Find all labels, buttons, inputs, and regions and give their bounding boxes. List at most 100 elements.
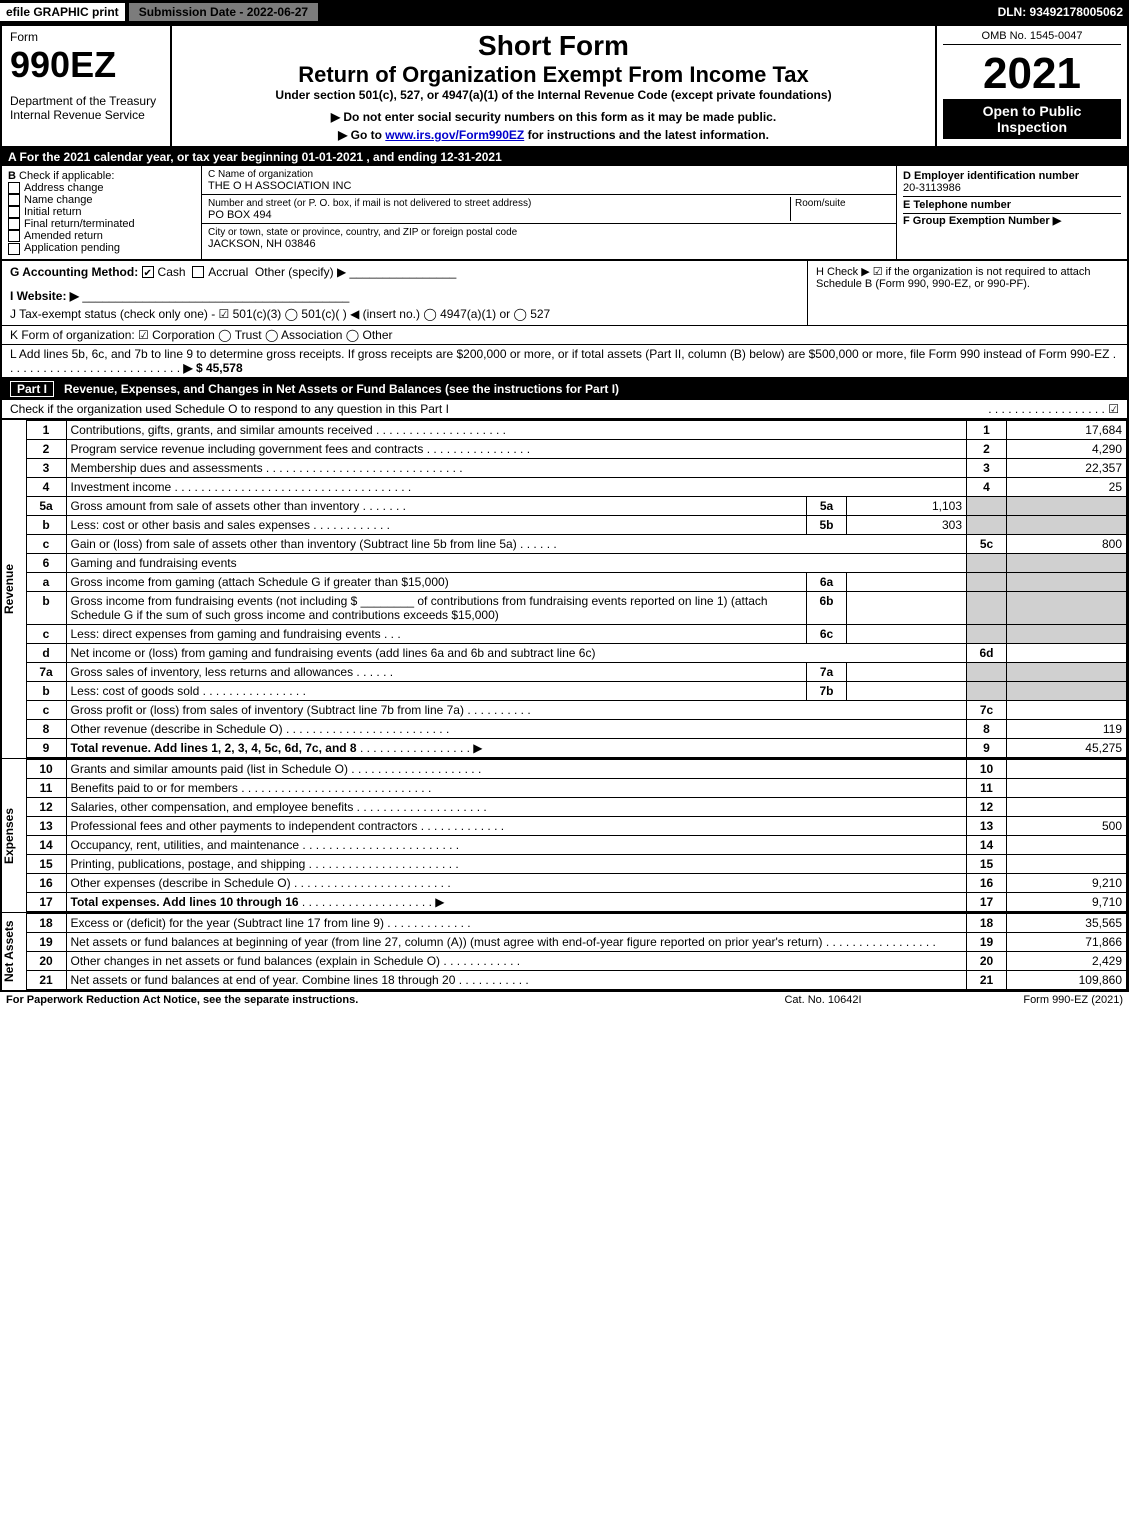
form-number: 990EZ	[10, 44, 162, 86]
line-5a: 5aGross amount from sale of assets other…	[26, 496, 1127, 515]
top-bar: efile GRAPHIC print Submission Date - 20…	[0, 0, 1129, 24]
row-g: G Accounting Method: Cash Accrual Other …	[10, 265, 799, 279]
line-15: 15Printing, publications, postage, and s…	[26, 854, 1127, 873]
val-9: 45,275	[1007, 738, 1127, 757]
subtitle: Under section 501(c), 527, or 4947(a)(1)…	[180, 88, 927, 102]
line-18: 18Excess or (deficit) for the year (Subt…	[26, 913, 1127, 932]
c-city-label: City or town, state or province, country…	[208, 227, 517, 238]
tel-label: E Telephone number	[903, 199, 1011, 211]
line-3: 3Membership dues and assessments . . . .…	[26, 458, 1127, 477]
revenue-vlabel: Revenue	[2, 420, 26, 758]
irs-link[interactable]: www.irs.gov/Form990EZ	[385, 128, 524, 142]
line-10: 10Grants and similar amounts paid (list …	[26, 759, 1127, 778]
line-13: 13Professional fees and other payments t…	[26, 816, 1127, 835]
part1-header: Part I Revenue, Expenses, and Changes in…	[2, 378, 1127, 400]
line-12: 12Salaries, other compensation, and empl…	[26, 797, 1127, 816]
val-20: 2,429	[1007, 951, 1127, 970]
val-4: 25	[1007, 477, 1127, 496]
footer-formname: Form 990-EZ (2021)	[923, 994, 1123, 1006]
row-i: I Website: ▶ ___________________________…	[10, 289, 799, 303]
group-label: F Group Exemption Number ▶	[903, 215, 1061, 227]
note-ssn: Do not enter social security numbers on …	[180, 110, 927, 124]
row-k: K Form of organization: ☑ Corporation ◯ …	[2, 326, 1127, 345]
chk-initial[interactable]	[8, 206, 20, 218]
short-form-title: Short Form	[180, 30, 927, 62]
expenses-vlabel: Expenses	[2, 759, 26, 912]
line-9: 9Total revenue. Add lines 1, 2, 3, 4, 5c…	[26, 738, 1127, 757]
val-2: 4,290	[1007, 439, 1127, 458]
page-footer: For Paperwork Reduction Act Notice, see …	[0, 992, 1129, 1008]
val-5b: 303	[847, 515, 967, 534]
netassets-table: 18Excess or (deficit) for the year (Subt…	[26, 913, 1128, 990]
chk-cash[interactable]	[142, 266, 154, 278]
row-a-taxyear: A For the 2021 calendar year, or tax yea…	[2, 148, 1127, 166]
org-name: THE O H ASSOCIATION INC	[208, 180, 351, 192]
chk-amended[interactable]	[8, 230, 20, 242]
line-2: 2Program service revenue including gover…	[26, 439, 1127, 458]
open-public: Open to Public Inspection	[943, 99, 1121, 139]
chk-final[interactable]	[8, 218, 20, 230]
chk-pending[interactable]	[8, 243, 20, 255]
form-header: Form 990EZ Department of the Treasury In…	[2, 26, 1127, 148]
val-5a: 1,103	[847, 496, 967, 515]
line-11: 11Benefits paid to or for members . . . …	[26, 778, 1127, 797]
room-label: Room/suite	[795, 198, 846, 209]
expenses-table: 10Grants and similar amounts paid (list …	[26, 759, 1128, 912]
footer-left: For Paperwork Reduction Act Notice, see …	[6, 994, 723, 1006]
val-3: 22,357	[1007, 458, 1127, 477]
line-6c: cLess: direct expenses from gaming and f…	[26, 624, 1127, 643]
org-street: PO BOX 494	[208, 209, 272, 221]
chk-name[interactable]	[8, 194, 20, 206]
line-6a: aGross income from gaming (attach Schedu…	[26, 572, 1127, 591]
ein-label: D Employer identification number	[903, 170, 1079, 182]
header-center: Short Form Return of Organization Exempt…	[172, 26, 937, 146]
row-j: J Tax-exempt status (check only one) - ☑…	[10, 307, 799, 321]
omb-no: OMB No. 1545-0047	[943, 30, 1121, 45]
line-16: 16Other expenses (describe in Schedule O…	[26, 873, 1127, 892]
ein-value: 20-3113986	[903, 182, 961, 194]
expenses-section: Expenses 10Grants and similar amounts pa…	[2, 758, 1127, 912]
footer-catno: Cat. No. 10642I	[723, 994, 923, 1006]
line-6d: dNet income or (loss) from gaming and fu…	[26, 643, 1127, 662]
dln: DLN: 93492178005062	[998, 5, 1129, 19]
val-17: 9,710	[1007, 892, 1127, 911]
line-7a: 7aGross sales of inventory, less returns…	[26, 662, 1127, 681]
section-bcd: B Check if applicable: Address change Na…	[2, 166, 1127, 261]
tax-year: 2021	[943, 49, 1121, 99]
gross-receipts: ▶ $ 45,578	[183, 361, 242, 375]
row-ghi: G Accounting Method: Cash Accrual Other …	[2, 261, 1127, 326]
part1-subcheck: Check if the organization used Schedule …	[2, 400, 1127, 419]
val-19: 71,866	[1007, 932, 1127, 951]
netassets-vlabel: Net Assets	[2, 913, 26, 990]
part1-badge: Part I	[10, 381, 54, 397]
irs-label: Internal Revenue Service	[10, 108, 162, 122]
chk-address[interactable]	[8, 182, 20, 194]
note-goto: ▶ Go to www.irs.gov/Form990EZ for instru…	[180, 128, 927, 142]
line-7c: cGross profit or (loss) from sales of in…	[26, 700, 1127, 719]
line-14: 14Occupancy, rent, utilities, and mainte…	[26, 835, 1127, 854]
header-right: OMB No. 1545-0047 2021 Open to Public In…	[937, 26, 1127, 146]
line-17: 17Total expenses. Add lines 10 through 1…	[26, 892, 1127, 911]
line-5b: bLess: cost or other basis and sales exp…	[26, 515, 1127, 534]
val-16: 9,210	[1007, 873, 1127, 892]
line-7b: bLess: cost of goods sold . . . . . . . …	[26, 681, 1127, 700]
efile-label: efile GRAPHIC print	[0, 3, 125, 21]
line-19: 19Net assets or fund balances at beginni…	[26, 932, 1127, 951]
val-1: 17,684	[1007, 420, 1127, 439]
c-name-label: C Name of organization	[208, 169, 313, 180]
schedule-o-check: ☑	[1108, 402, 1119, 416]
line-8: 8Other revenue (describe in Schedule O) …	[26, 719, 1127, 738]
row-l: L Add lines 5b, 6c, and 7b to line 9 to …	[2, 345, 1127, 378]
line-5c: cGain or (loss) from sale of assets othe…	[26, 534, 1127, 553]
line-20: 20Other changes in net assets or fund ba…	[26, 951, 1127, 970]
chk-accrual[interactable]	[192, 266, 204, 278]
col-b: B Check if applicable: Address change Na…	[2, 166, 202, 259]
part1-title: Revenue, Expenses, and Changes in Net As…	[64, 382, 619, 396]
revenue-section: Revenue 1Contributions, gifts, grants, a…	[2, 419, 1127, 758]
revenue-table: 1Contributions, gifts, grants, and simil…	[26, 420, 1128, 758]
val-21: 109,860	[1007, 970, 1127, 989]
form-label: Form	[10, 30, 162, 44]
line-6: 6Gaming and fundraising events	[26, 553, 1127, 572]
netassets-section: Net Assets 18Excess or (deficit) for the…	[2, 912, 1127, 990]
header-left: Form 990EZ Department of the Treasury In…	[2, 26, 172, 146]
